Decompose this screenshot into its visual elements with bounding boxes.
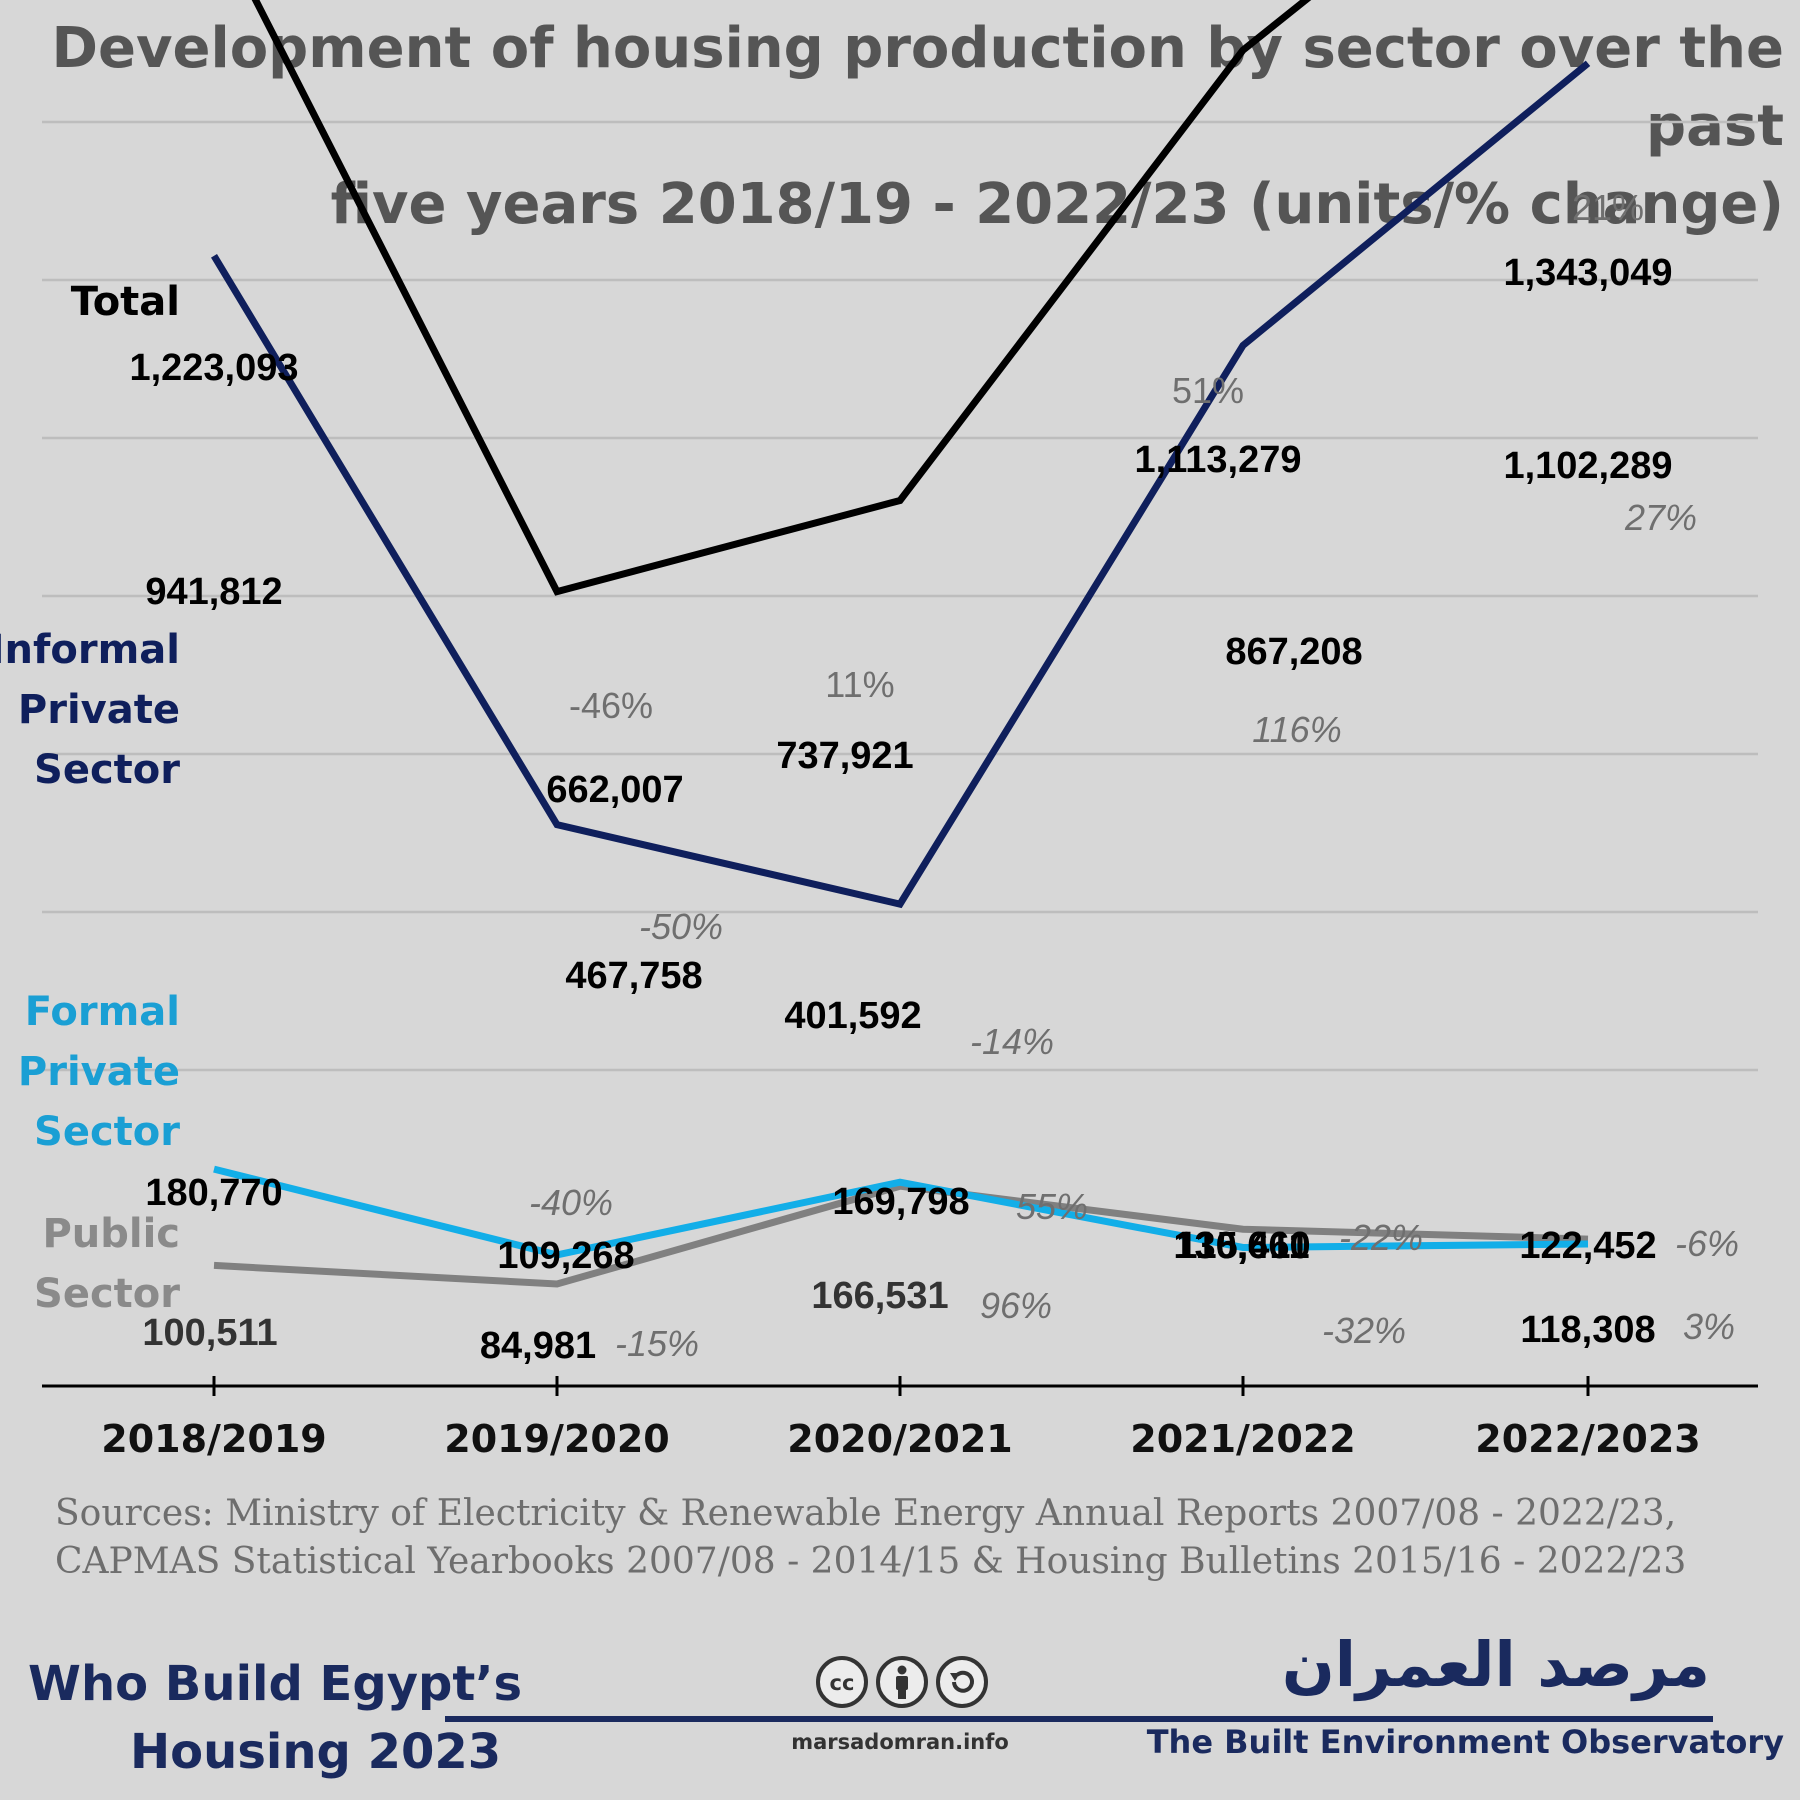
pct-change-label-total-4: 21%: [1572, 187, 1644, 228]
value-label-informal-3: 867,208: [1225, 631, 1362, 673]
value-label-informal-1: 467,758: [565, 955, 702, 997]
pct-change-label-public-4: -6%: [1675, 1223, 1739, 1264]
license-badge: cc: [815, 1655, 990, 1710]
value-label-formal-0: 180,770: [145, 1172, 282, 1214]
value-label-total-2: 737,921: [776, 735, 913, 777]
pct-change-label-total-2: 11%: [825, 664, 894, 705]
legend-formal-line-3: Sector: [34, 1109, 180, 1155]
legend-label-formal: Formal Private Sector: [18, 982, 180, 1162]
legend-label-public: Public Sector: [34, 1204, 180, 1324]
value-label-formal-2: 169,798: [832, 1181, 969, 1223]
legend-public-line-1: Public: [42, 1211, 180, 1257]
value-label-total-4: 1,343,049: [1503, 252, 1672, 294]
pct-change-label-informal-3: 116%: [1252, 709, 1341, 750]
x-tick-label-4: 2022/2023: [1475, 1417, 1700, 1461]
website-link[interactable]: marsadomran.info: [791, 1730, 1009, 1754]
pct-change-label-public-1: -15%: [615, 1323, 699, 1364]
legend-label-informal: Informal Private Sector: [0, 620, 180, 800]
value-label-public-4: 122,452: [1519, 1225, 1656, 1267]
series-line-public: [213, 1182, 1589, 1288]
report-series-title-line-2: Housing 2023: [130, 1724, 502, 1780]
value-label-formal-1: 109,268: [497, 1235, 634, 1277]
footer-divider: [445, 1716, 1713, 1722]
sources-line-1: Sources: Ministry of Electricity & Renew…: [55, 1493, 1677, 1534]
x-tick-label-3: 2021/2022: [1130, 1417, 1355, 1461]
pct-change-label-formal-2: 55%: [1016, 1186, 1088, 1227]
pct-change-label-formal-1: -40%: [529, 1182, 613, 1223]
series-lines: [211, 0, 1591, 1288]
x-tick-label-2: 2020/2021: [787, 1417, 1012, 1461]
value-label-informal-4: 1,102,289: [1503, 445, 1672, 487]
value-label-public-1: 84,981: [480, 1325, 596, 1367]
value-label-total-1: 662,007: [546, 769, 683, 811]
pct-change-label-formal-4: 3%: [1683, 1306, 1735, 1347]
by-attribution-icon: [876, 1656, 928, 1708]
legend-informal-line-2: Private: [17, 687, 180, 733]
legend-formal-line-2: Private: [17, 1049, 180, 1095]
legend-informal-line-1: Informal: [0, 627, 180, 673]
value-label-total-0: 1,223,093: [129, 347, 298, 389]
cc-icon: cc: [816, 1656, 868, 1708]
value-label-public-0: 100,511: [142, 1312, 277, 1354]
organization-name: The Built Environment Observatory: [1146, 1723, 1784, 1761]
sources-note: Sources: Ministry of Electricity & Renew…: [55, 1490, 1755, 1586]
pct-change-label-formal-3: -32%: [1322, 1310, 1406, 1351]
organization-arabic-logo: مرصد العمران: [1281, 1628, 1710, 1701]
chart-title-line-2: five years 2018/19 - 2022/23 (units/% ch…: [330, 172, 1784, 237]
series-line-formal: [213, 1165, 1589, 1259]
value-label-formal-4: 118,308: [1520, 1309, 1655, 1351]
pct-change-label-total-3: 51%: [1172, 370, 1244, 411]
x-tick-label-1: 2019/2020: [444, 1417, 669, 1461]
legend-label-total: Total: [71, 272, 180, 332]
legend-informal-line-3: Sector: [34, 747, 180, 793]
value-label-public-3: 130,660: [1173, 1225, 1310, 1267]
value-label-informal-0: 941,812: [145, 571, 282, 613]
svg-text:cc: cc: [830, 1671, 855, 1695]
pct-change-label-informal-2: -14%: [970, 1021, 1054, 1062]
legend-total-text: Total: [70, 279, 180, 325]
value-label-formal-3: 115,411: [1176, 1225, 1309, 1267]
chart-title-line-1: Development of housing production by sec…: [51, 16, 1784, 159]
x-axis: 2018/2019 2019/2020 2020/2021 2021/2022 2022…: [42, 1376, 1758, 1461]
pct-change-label-informal-4: 27%: [1624, 497, 1697, 538]
legend-formal-line-1: Formal: [24, 989, 180, 1035]
chart-title: Development of housing production by sec…: [24, 10, 1784, 244]
gridlines: [42, 120, 1758, 1072]
value-label-total-3: 1,113,279: [1135, 439, 1302, 481]
data-labels: 1,223,093 662,007 737,921 1,113,279 1,343,04…: [129, 187, 1739, 1367]
series-line-total: [251, 0, 1312, 596]
pct-change-label-total-1: -46%: [569, 685, 653, 726]
line-chart: 2018/2019 2019/2020 2020/2021 2021/2022 2022…: [42, 0, 1758, 1461]
share-alike-icon: [936, 1656, 988, 1708]
report-series-title: Who Build Egypt’s Housing 2023: [28, 1650, 548, 1786]
pct-change-label-public-2: 96%: [980, 1285, 1052, 1326]
pct-change-label-informal-1: -50%: [639, 906, 723, 947]
pct-change-label-public-3: -22%: [1339, 1217, 1423, 1258]
x-tick-label-0: 2018/2019: [101, 1417, 326, 1461]
sources-line-2: CAPMAS Statistical Yearbooks 2007/08 - 2…: [55, 1541, 1687, 1582]
value-label-public-2: 166,531: [811, 1275, 948, 1317]
report-series-title-line-1: Who Build Egypt’s: [28, 1656, 523, 1712]
series-line-informal: [211, 60, 1591, 909]
legend-public-line-2: Sector: [34, 1271, 180, 1317]
value-label-informal-2: 401,592: [784, 995, 921, 1037]
